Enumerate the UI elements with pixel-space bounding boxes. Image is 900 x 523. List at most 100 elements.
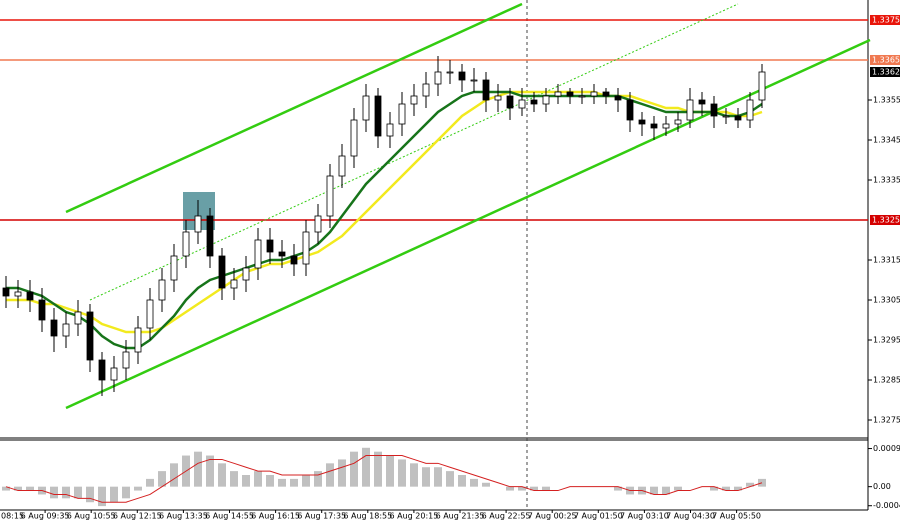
macd-bar xyxy=(230,471,238,487)
macd-signal xyxy=(5,455,763,503)
macd-bar xyxy=(26,486,34,491)
candle-body xyxy=(758,71,766,101)
macd-bar xyxy=(326,463,334,487)
level-label-box xyxy=(870,215,900,225)
macd-bar xyxy=(2,486,10,491)
trendline xyxy=(89,3,739,301)
candle-body xyxy=(194,215,202,233)
macd-bar xyxy=(422,467,430,487)
macd-bar xyxy=(362,447,370,487)
level-label: 1.3375 xyxy=(872,16,900,25)
macd-y-tick-label: -0.00049 xyxy=(873,501,900,510)
x-tick-label: 08:15 xyxy=(1,512,24,521)
macd-bar xyxy=(218,463,226,487)
candle-body xyxy=(602,91,610,97)
y-tick-label: 1.3285 xyxy=(873,376,900,385)
macd-bar xyxy=(62,486,70,499)
candle-body xyxy=(26,291,34,301)
macd-bar xyxy=(314,471,322,487)
candle-body xyxy=(542,95,550,105)
x-tick-label: 7 Aug 04:30 xyxy=(666,512,715,521)
x-tick-label: 7 Aug 03:10 xyxy=(620,512,669,521)
y-tick-label: 1.3315 xyxy=(873,256,900,265)
candle-body xyxy=(326,175,334,217)
candle-body xyxy=(206,215,214,257)
candle-body xyxy=(554,91,562,97)
level-label: 1.3325 xyxy=(872,216,900,225)
candle-body xyxy=(362,95,370,121)
y-tick-label: 1.3305 xyxy=(873,296,900,305)
macd-bar xyxy=(254,471,262,487)
candle-body xyxy=(338,155,346,177)
candle-body xyxy=(458,71,466,81)
macd-bar xyxy=(14,486,22,491)
y-tick-label: 1.3335 xyxy=(873,176,900,185)
candle-body xyxy=(122,351,130,369)
x-tick-label: 6 Aug 18:55 xyxy=(343,512,392,521)
macd-bar xyxy=(674,486,682,491)
macd-bar xyxy=(146,478,154,487)
macd-bar xyxy=(710,486,718,491)
macd-bar xyxy=(74,486,82,499)
macd-y-tick-label: 0.00 xyxy=(873,482,891,491)
macd-bar xyxy=(98,486,106,507)
candle-body xyxy=(506,95,514,109)
candle-body xyxy=(2,287,10,297)
macd-bar xyxy=(650,486,658,495)
macd-bar xyxy=(242,475,250,487)
macd-bar xyxy=(530,486,538,491)
candle-body xyxy=(410,95,418,105)
candle-body xyxy=(38,299,46,321)
candle-body xyxy=(482,79,490,101)
x-tick-label: 6 Aug 09:35 xyxy=(21,512,70,521)
macd-bar xyxy=(434,467,442,487)
x-tick-label: 6 Aug 22:55 xyxy=(482,512,531,521)
candle-body xyxy=(662,123,670,129)
candle-body xyxy=(674,119,682,125)
candle-body xyxy=(302,231,310,265)
moving-average xyxy=(6,90,763,350)
candle-body xyxy=(470,79,478,82)
macd-bar xyxy=(110,486,118,503)
candle-body xyxy=(566,91,574,97)
macd-bar xyxy=(374,451,382,487)
candle-body xyxy=(314,215,322,233)
macd-bar xyxy=(170,463,178,487)
x-tick-label: 6 Aug 16:15 xyxy=(251,512,300,521)
macd-bar xyxy=(158,471,166,487)
macd-bar xyxy=(410,463,418,487)
candle-body xyxy=(218,255,226,289)
current-price-box xyxy=(870,67,900,77)
macd-bar xyxy=(398,459,406,487)
x-tick-label: 6 Aug 13:35 xyxy=(159,512,208,521)
candle-body xyxy=(698,99,706,105)
macd-bar xyxy=(446,471,454,487)
candle-body xyxy=(74,311,82,325)
macd-bar xyxy=(662,486,670,495)
candle-body xyxy=(350,119,358,157)
candle-body xyxy=(494,95,502,101)
level-label-box xyxy=(870,55,900,65)
candle-body xyxy=(746,99,754,121)
candle-body xyxy=(230,279,238,289)
candle-body xyxy=(590,91,598,97)
candle-body xyxy=(374,95,382,137)
macd-bar xyxy=(458,475,466,487)
candle-body xyxy=(170,255,178,281)
macd-bar xyxy=(86,486,94,503)
candle-body xyxy=(182,231,190,257)
macd-bar xyxy=(614,486,622,491)
x-tick-label: 6 Aug 20:15 xyxy=(389,512,438,521)
candle-body xyxy=(146,299,154,329)
macd-bar xyxy=(50,486,58,499)
x-tick-label: 6 Aug 10:55 xyxy=(67,512,116,521)
candle-body xyxy=(242,267,250,281)
candle-body xyxy=(62,323,70,337)
x-tick-label: 7 Aug 01:50 xyxy=(574,512,623,521)
macd-y-tick-label: 0.00098 xyxy=(873,444,900,453)
candle-body xyxy=(134,327,142,353)
macd-bar xyxy=(206,455,214,487)
candle-body xyxy=(530,99,538,105)
